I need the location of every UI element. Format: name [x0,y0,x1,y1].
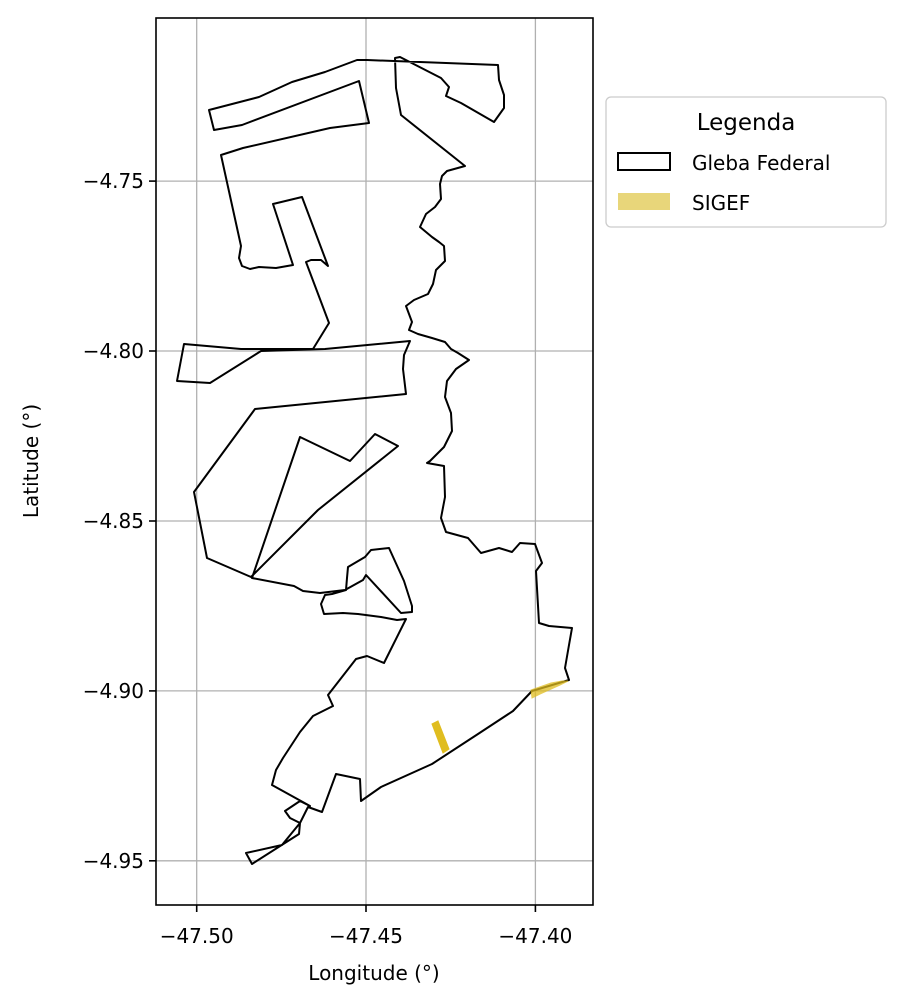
y-tick-label: −4.90 [83,679,144,703]
gleba-federal-layer [176,56,573,865]
x-tick-label: −47.50 [160,924,234,948]
x-tick-label: −47.40 [498,924,572,948]
y-tick-label: −4.85 [83,509,144,533]
legend-swatch-sigef [618,193,670,210]
y-axis-label: Latitude (°) [19,404,43,518]
x-tick-label: −47.45 [329,924,403,948]
sigef-polygon [431,720,450,754]
legend-swatch-gleba-federal [617,152,671,171]
legend-title: Legenda [697,110,796,136]
x-axis-label: Longitude (°) [308,961,439,985]
gleba-federal-polygon [176,56,573,865]
legend-box [605,96,887,228]
y-tick-label: −4.75 [83,169,144,193]
y-axis-ticks: −4.75 −4.80 −4.85 −4.90 −4.95 [83,169,156,873]
legend-label-gleba-federal: Gleba Federal [692,151,830,175]
y-tick-label: −4.80 [83,339,144,363]
sigef-polygon [530,680,569,699]
y-tick-label: −4.95 [83,849,144,873]
plot-frame [155,17,594,906]
legend-label-sigef: SIGEF [692,191,750,215]
grid-lines [156,18,593,905]
legend: Legenda Gleba Federal SIGEF [605,96,887,228]
sigef-layer [431,680,569,754]
x-axis-ticks: −47.50 −47.45 −47.40 [160,905,572,948]
